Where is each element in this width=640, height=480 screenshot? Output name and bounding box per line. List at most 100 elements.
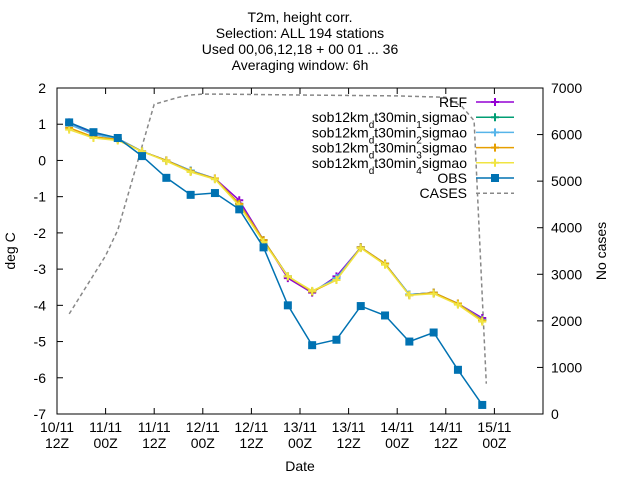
x-tick-label: 13/11 [283, 419, 317, 435]
data-point [308, 341, 317, 350]
x-tick-label: 12Z [45, 435, 70, 451]
chart-title-line: Used 00,06,12,18 + 00 01 ... 36 [202, 41, 399, 57]
data-point [113, 133, 122, 142]
y2-tick-label: 1000 [551, 359, 582, 375]
legend-marker [491, 113, 499, 122]
data-point [89, 128, 98, 137]
y-axis-label: deg C [2, 232, 18, 269]
y-tick-label: -6 [34, 370, 47, 386]
data-point [356, 302, 365, 311]
legend: REFsob12kmdt30min1sigmaosob12kmdt30min2s… [312, 94, 514, 201]
y-tick-label: -2 [34, 225, 47, 241]
data-point [332, 275, 341, 284]
data-point [453, 300, 462, 309]
x-tick-label: 10/11 [40, 419, 74, 435]
data-point [356, 244, 365, 253]
x-tick-label: 12Z [239, 435, 264, 451]
legend-marker [491, 158, 499, 167]
chart-title-line: Selection: ALL 194 stations [216, 25, 384, 41]
x-tick-label: 15/11 [477, 419, 511, 435]
cases-line [68, 93, 488, 384]
data-point [210, 189, 219, 198]
data-point [65, 125, 74, 134]
x-tick-label: 00Z [288, 435, 313, 451]
x-axis-label: Date [285, 458, 315, 474]
data-point [162, 173, 171, 182]
data-point [381, 260, 390, 269]
x-tick-label: 00Z [191, 435, 216, 451]
y-tick-label: 1 [38, 116, 46, 132]
data-point [162, 157, 171, 166]
x-tick-label: 12Z [434, 435, 459, 451]
legend-label: OBS [437, 170, 467, 186]
x-tick-label: 14/11 [429, 419, 463, 435]
legend-label: sob12kmdt30min2sigmao [312, 124, 467, 146]
data-point [186, 168, 195, 177]
y2-tick-label: 7000 [551, 80, 582, 96]
data-point [283, 301, 292, 310]
data-point [210, 175, 219, 184]
data-point [332, 335, 341, 344]
y-tick-label: 2 [38, 80, 46, 96]
y2-axis-tick-labels: 7000 6000 5000 4000 3000 2000 1000 0 [551, 80, 582, 422]
y-tick-label: -5 [34, 334, 47, 350]
legend-label: sob12kmdt30min4sigmao [312, 155, 467, 177]
data-point [381, 311, 390, 320]
y2-tick-label: 5000 [551, 173, 582, 189]
cases-series [68, 93, 488, 384]
x-tick-label: 00Z [482, 435, 507, 451]
x-tick-label: 00Z [94, 435, 119, 451]
series-OBS [65, 118, 487, 409]
data-point [405, 337, 414, 346]
legend-marker [491, 128, 499, 137]
y2-tick-label: 0 [551, 406, 559, 422]
y-tick-label: 0 [38, 152, 46, 168]
data-point [453, 365, 462, 374]
x-tick-label: 13/11 [332, 419, 366, 435]
x-tick-label: 12/11 [234, 419, 268, 435]
y2-axis-label: No cases [593, 222, 609, 280]
data-point [429, 289, 438, 298]
legend-marker [491, 174, 499, 182]
chart-title-line: T2m, height corr. [247, 9, 352, 25]
legend-marker [491, 98, 499, 106]
axis-ticks [56, 87, 543, 415]
y2-tick-label: 3000 [551, 266, 582, 282]
y2-tick-label: 6000 [551, 127, 582, 143]
x-tick-label: 00Z [385, 435, 410, 451]
data-series [65, 118, 487, 409]
legend-label: CASES [420, 185, 467, 201]
legend-marker [491, 143, 499, 152]
data-point [478, 400, 487, 409]
series-line [68, 128, 483, 323]
data-point [405, 291, 414, 300]
plot-frame [56, 87, 544, 415]
y2-tick-label: 4000 [551, 220, 582, 236]
x-axis-tick-labels: 10/1112Z11/1100Z11/1112Z12/1100Z12/1112Z… [40, 419, 512, 451]
data-point [235, 205, 244, 214]
y-tick-label: -3 [34, 261, 47, 277]
y2-tick-label: 2000 [551, 313, 582, 329]
x-tick-label: 12/11 [186, 419, 220, 435]
data-point [478, 317, 487, 326]
y-tick-label: -1 [34, 189, 47, 205]
data-point [65, 118, 74, 127]
x-tick-label: 11/11 [89, 419, 122, 435]
data-point [186, 190, 195, 199]
x-tick-label: 14/11 [380, 419, 414, 435]
data-point [308, 286, 317, 295]
legend-label: REF [439, 94, 467, 110]
chart-title: T2m, height corr.Selection: ALL 194 stat… [202, 9, 399, 73]
y-tick-label: -4 [34, 297, 47, 313]
chart-title-line: Averaging window: 6h [232, 57, 369, 73]
data-point [259, 243, 268, 252]
x-tick-label: 11/11 [138, 419, 171, 435]
data-point [429, 328, 438, 337]
legend-label: sob12kmdt30min1sigmao [312, 109, 467, 131]
y-axis-tick-labels: 2 1 0 -1 -2 -3 -4 -5 -6 -7 [34, 80, 47, 422]
data-point [138, 152, 147, 161]
legend-label: sob12kmdt30min3sigmao [312, 140, 467, 162]
x-tick-label: 12Z [337, 435, 362, 451]
y-tick-label: -7 [34, 406, 47, 422]
